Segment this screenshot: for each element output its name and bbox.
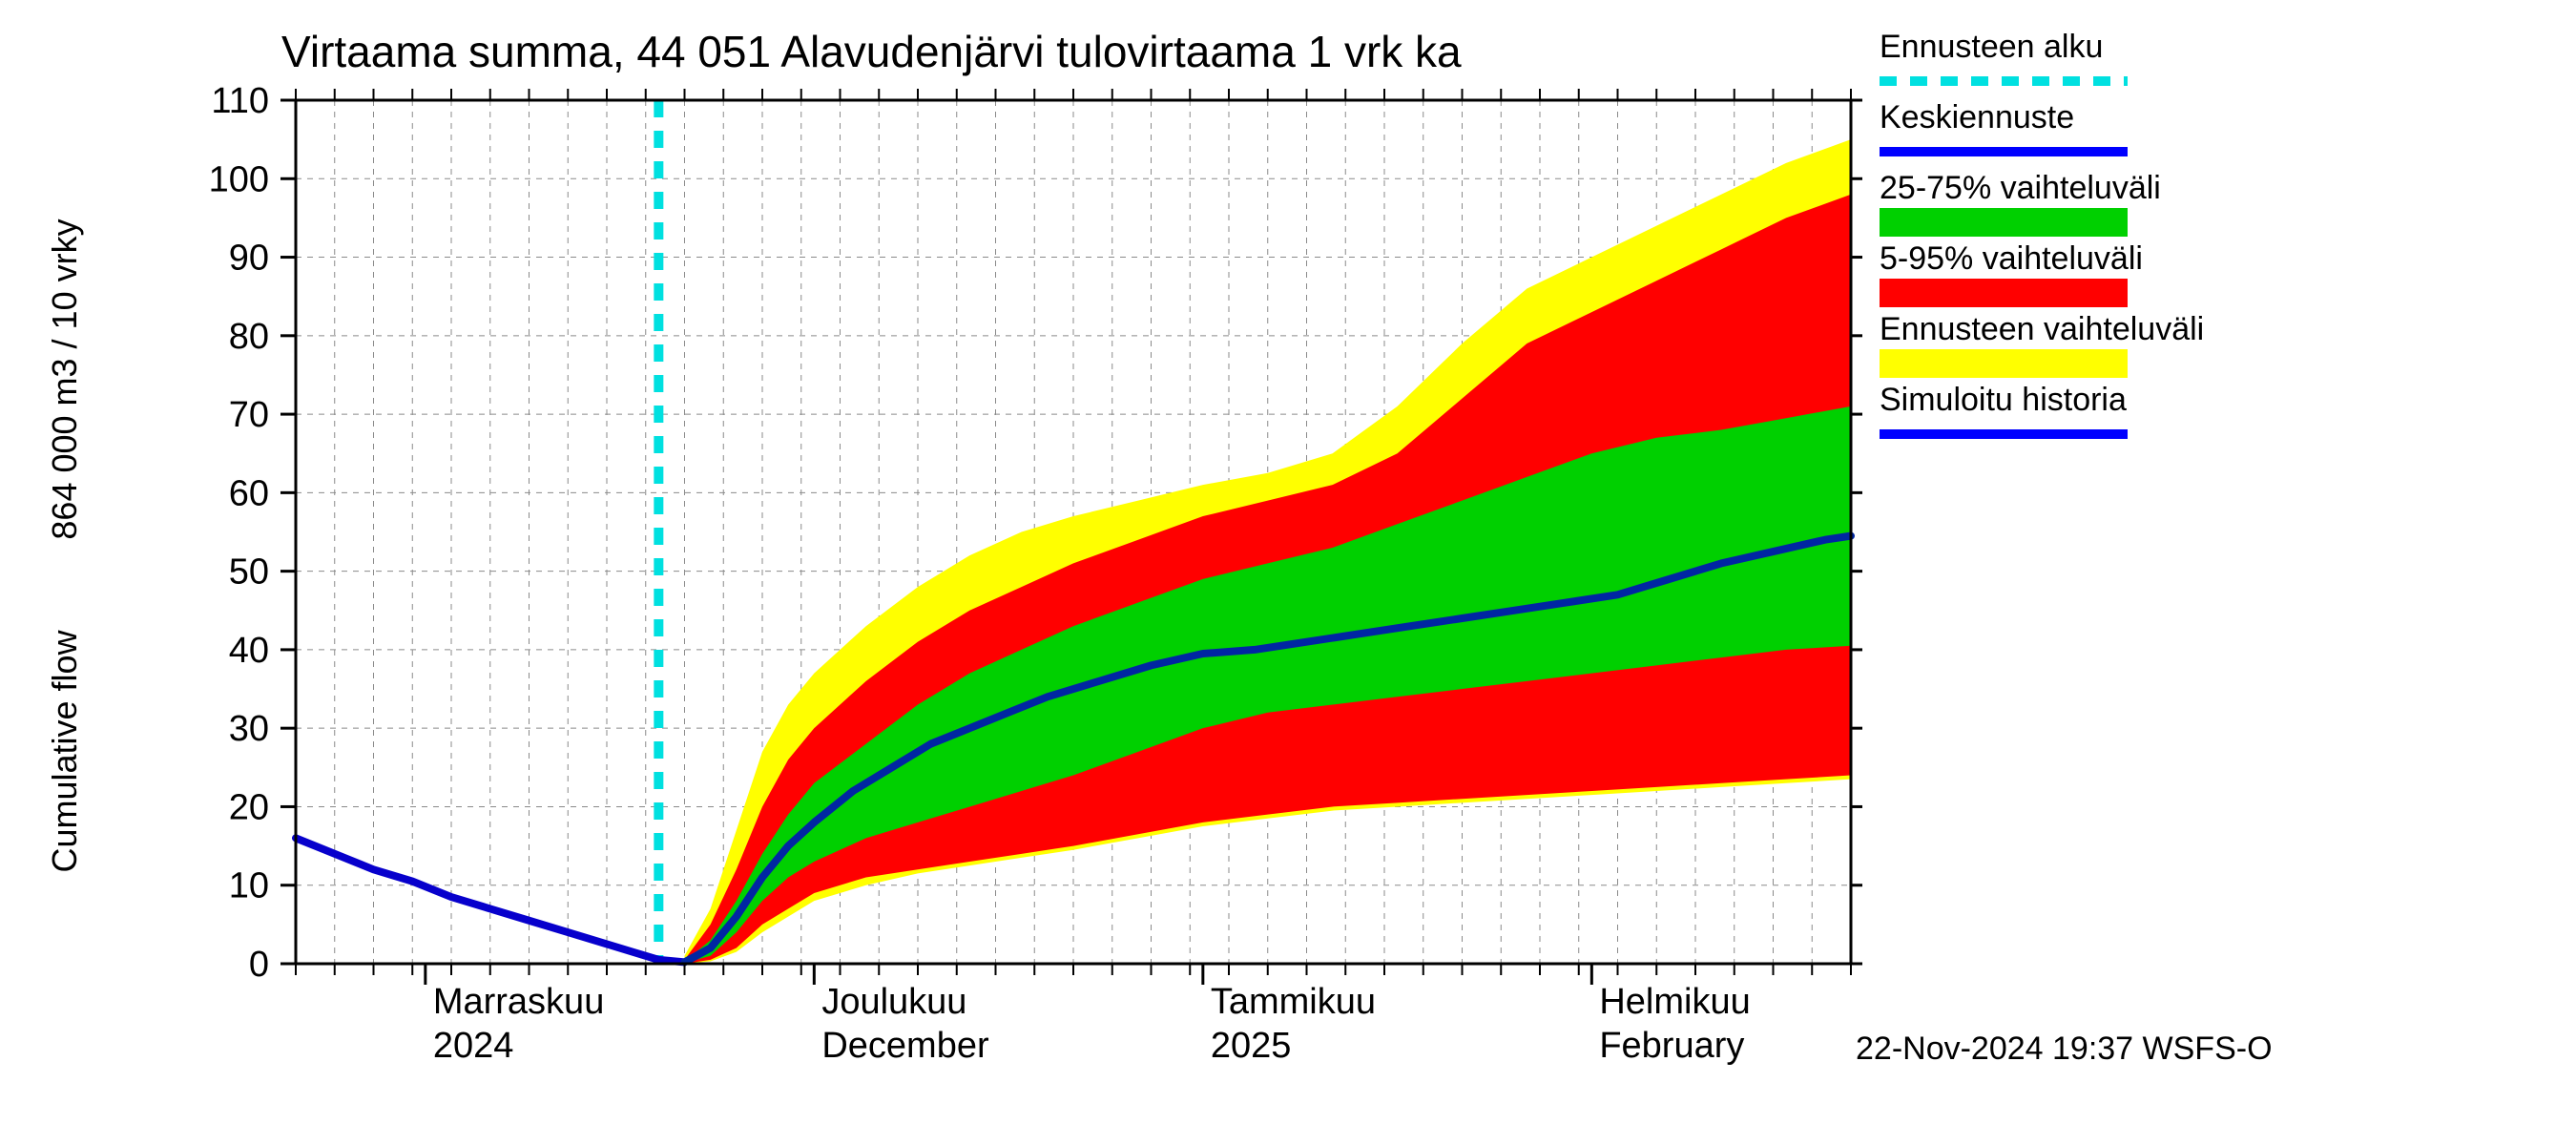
y-tick-label: 80 <box>229 317 269 357</box>
y-axis-label-2: 864 000 m3 / 10 vrky <box>45 219 84 539</box>
legend-label: Keskiennuste <box>1880 99 2074 135</box>
x-month-label: Tammikuu <box>1211 982 1376 1022</box>
legend-label: Ennusteen vaihteluväli <box>1880 311 2204 347</box>
y-axis-label-1: Cumulative flow <box>45 629 84 872</box>
y-tick-label: 60 <box>229 473 269 513</box>
y-tick-label: 90 <box>229 239 269 279</box>
x-month-label: Helmikuu <box>1599 982 1750 1022</box>
x-month-label-2: 2024 <box>433 1026 514 1066</box>
chart-svg: 0 10 20 30 40 50 60 70 80 90 100 110 Marraskuu2024 Jo… <box>0 0 2576 1145</box>
footer-timestamp: 22-Nov-2024 19:37 WSFS-O <box>1856 1030 2273 1067</box>
legend-label: 5-95% vaihteluväli <box>1880 240 2143 277</box>
y-tick-label: 10 <box>229 866 269 906</box>
legend-label: Ennusteen alku <box>1880 29 2103 65</box>
legend-swatch <box>1880 279 2128 307</box>
legend-label: 25-75% vaihteluväli <box>1880 170 2161 206</box>
legend-swatch <box>1880 349 2128 378</box>
y-tick-label: 50 <box>229 552 269 593</box>
cumulative-flow-chart: 0 10 20 30 40 50 60 70 80 90 100 110 Marraskuu2024 Jo… <box>0 0 2576 1145</box>
y-tick-label: 100 <box>209 159 269 199</box>
legend-label: Simuloitu historia <box>1880 382 2127 418</box>
chart-title: Virtaama summa, 44 051 Alavudenjärvi tul… <box>281 27 1462 76</box>
x-month-label-2: December <box>821 1026 989 1066</box>
y-tick-label: 110 <box>211 81 269 121</box>
y-tick-label: 20 <box>229 787 269 827</box>
x-month-label: Joulukuu <box>821 982 966 1022</box>
y-tick-label: 0 <box>249 945 269 985</box>
y-tick-label: 40 <box>229 631 269 671</box>
y-tick-label: 30 <box>229 709 269 749</box>
x-month-label-2: February <box>1599 1026 1744 1066</box>
legend-swatch <box>1880 208 2128 237</box>
x-month-label-2: 2025 <box>1211 1026 1292 1066</box>
x-month-label: Marraskuu <box>433 982 605 1022</box>
y-tick-label: 70 <box>229 395 269 435</box>
